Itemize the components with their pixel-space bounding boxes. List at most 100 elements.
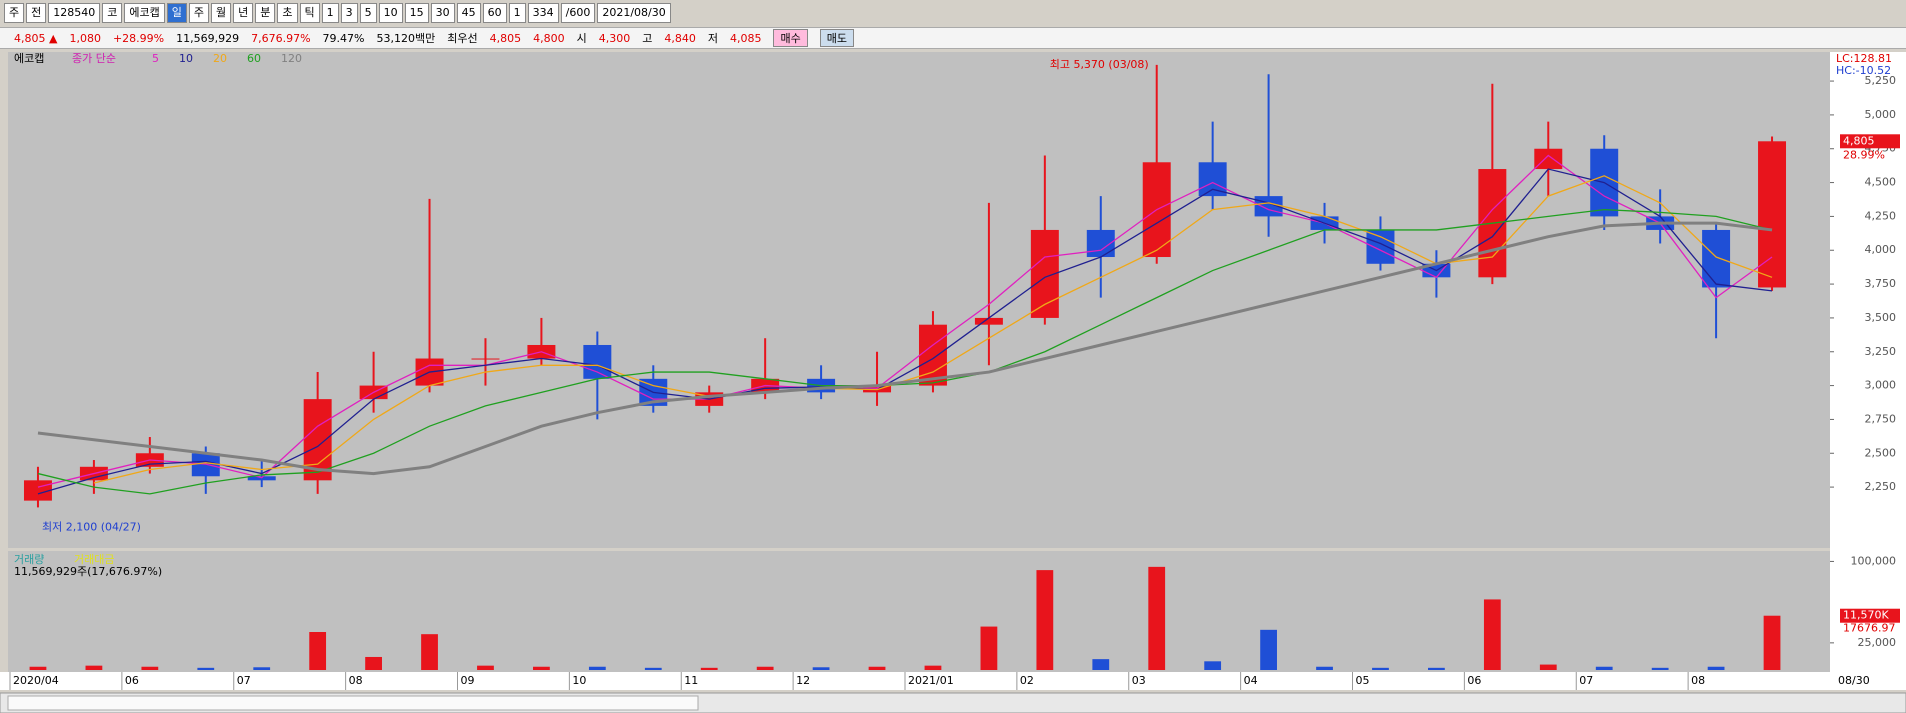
x-tick-label: 03 <box>1132 674 1146 687</box>
info-item: 4,085 <box>729 31 762 45</box>
info-item: +28.99% <box>112 31 165 45</box>
candle-body <box>1366 229 1395 264</box>
info-item: 저 <box>707 32 718 45</box>
candle-body <box>471 358 500 360</box>
candle-body <box>1702 229 1731 288</box>
info-item: 4,800 <box>533 31 565 45</box>
volume-bar <box>1539 664 1557 670</box>
candle-body <box>1758 141 1787 288</box>
volume-bar <box>253 667 271 670</box>
toolbar-item[interactable]: 주 <box>188 3 209 23</box>
volume-bar <box>980 626 998 670</box>
x-tick-label: 09 <box>461 674 475 687</box>
moving-average <box>37 154 1773 488</box>
info-item: 고 <box>642 32 653 45</box>
x-tick-label: 11 <box>684 674 698 687</box>
x-tick-label: 07 <box>1579 674 1593 687</box>
sell-button[interactable]: 매도 <box>819 29 854 47</box>
toolbar-item[interactable]: /600 <box>560 3 596 23</box>
toolbar-item[interactable]: 30 <box>430 3 455 23</box>
volume-bar <box>309 632 327 670</box>
y-tick-label: 3,000 <box>1865 379 1897 392</box>
buy-button[interactable]: 매수 <box>773 29 808 47</box>
y-tick-label: 2,500 <box>1865 446 1897 459</box>
x-tick-label: 05 <box>1356 674 1370 687</box>
toolbar-item[interactable]: 분 <box>255 3 276 23</box>
volume-bar <box>868 666 886 670</box>
volume-summary: 11,569,929주(17,676.97%) <box>14 565 162 578</box>
toolbar-item[interactable]: 45 <box>456 3 481 23</box>
candle-body <box>1198 162 1227 197</box>
toolbar-item[interactable]: 월 <box>211 3 232 23</box>
candle-body <box>583 344 612 379</box>
toolbar-item[interactable]: 3 <box>340 3 358 23</box>
toolbar-item[interactable]: 15 <box>404 3 429 23</box>
volume-bar <box>1316 666 1333 670</box>
x-tick-label: 2021/01 <box>908 674 954 687</box>
volume-bar <box>1148 566 1166 670</box>
legend-entry: 20 <box>213 52 227 65</box>
toolbar-item[interactable]: 일 <box>166 3 187 23</box>
x-tick-label: 08 <box>1691 674 1705 687</box>
y-tick-label: 5,000 <box>1865 108 1897 121</box>
volume-panel <box>8 551 1830 672</box>
toolbar-item[interactable]: 초 <box>277 3 298 23</box>
volume-bar <box>588 666 606 670</box>
volume-bar <box>1092 659 1110 670</box>
toolbar-item[interactable]: 128540 <box>48 3 101 23</box>
amount-legend: 거래대금 <box>74 553 114 566</box>
volume-bar <box>1651 667 1669 670</box>
toolbar-item[interactable]: 2021/08/30 <box>597 3 671 23</box>
toolbar-item[interactable]: 60 <box>482 3 507 23</box>
volume-bar <box>141 666 159 670</box>
x-tick-label: 06 <box>125 674 139 687</box>
toolbar-item[interactable]: 년 <box>233 3 254 23</box>
y-tick-label: 25,000 <box>1858 636 1897 649</box>
scroll-thumb[interactable] <box>7 695 699 711</box>
info-item: 4,805 <box>489 31 522 45</box>
hc-label: HC:-10.52 <box>1836 64 1891 77</box>
volume-bar <box>85 665 103 670</box>
x-tick-label: 12 <box>796 674 810 687</box>
x-axis-area <box>0 672 1906 690</box>
toolbar-item[interactable]: 주 <box>4 3 25 23</box>
toolbar-item[interactable]: 334 <box>527 3 559 23</box>
volume-bar <box>700 667 718 670</box>
volume-bar <box>1595 666 1613 670</box>
toolbar-item[interactable]: 코 <box>102 3 123 23</box>
y-tick-label: 3,250 <box>1865 345 1897 358</box>
volume-bar <box>477 665 494 670</box>
toolbar-item[interactable]: 전 <box>26 3 47 23</box>
y-tick-label: 4,500 <box>1865 176 1897 189</box>
toolbar-item[interactable]: 에코캡 <box>124 3 165 23</box>
volume-bar <box>924 665 942 670</box>
info-item: 최우선 <box>447 32 478 45</box>
toolbar-item[interactable]: 틱 <box>299 3 320 23</box>
volume-bar <box>1707 666 1725 670</box>
legend-entry: 120 <box>281 52 302 65</box>
lc-label: LC:128.81 <box>1836 52 1892 65</box>
axis-area <box>1830 52 1906 672</box>
toolbar-item[interactable]: 5 <box>359 3 377 23</box>
x-end-label: 08/30 <box>1838 674 1870 687</box>
volume-bar <box>1763 615 1781 670</box>
info-item: 7,676.97% <box>251 31 311 45</box>
info-bar: 4,805 ▲ 1,080 +28.99% 11,569,929 7,676.97% 79… <box>0 27 1906 49</box>
volume-bar <box>644 667 662 670</box>
y-tick-label: 2,250 <box>1865 480 1897 493</box>
x-tick-label: 10 <box>572 674 586 687</box>
info-item: 53,120백만 <box>376 32 436 45</box>
info-item: 4,840 <box>664 31 696 45</box>
info-item: 1,080 <box>69 31 101 45</box>
x-tick-label: 2020/04 <box>13 674 59 687</box>
chart: 에코캡 종가 단순 LC:128.81 HC:-10.52 거래량 거래대금 1… <box>0 52 1906 713</box>
volume-bar <box>197 667 215 670</box>
volume-bar <box>1483 599 1501 670</box>
candle-body <box>247 476 276 481</box>
candle-body <box>1534 148 1563 170</box>
toolbar-item[interactable]: 1 <box>508 3 526 23</box>
toolbar-item[interactable]: 1 <box>321 3 339 23</box>
toolbar-item[interactable]: 10 <box>378 3 403 23</box>
volume-bar <box>1036 570 1054 670</box>
